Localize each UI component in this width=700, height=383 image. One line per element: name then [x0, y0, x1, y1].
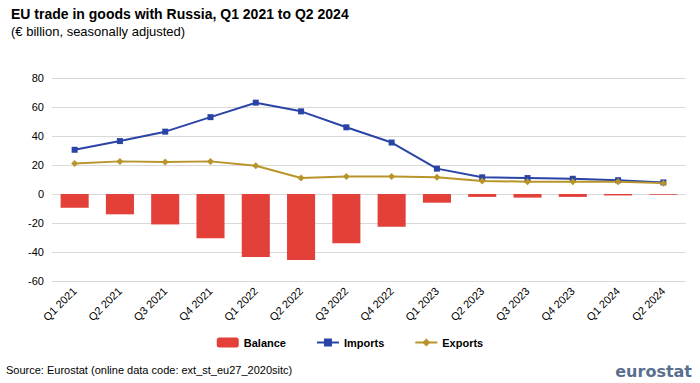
- svg-text:Q4 2022: Q4 2022: [358, 285, 396, 323]
- svg-text:-20: -20: [28, 217, 44, 229]
- svg-text:60: 60: [32, 101, 44, 113]
- svg-text:Q1 2024: Q1 2024: [584, 285, 622, 323]
- svg-text:80: 80: [32, 72, 44, 84]
- svg-text:EU trade in goods with Russia,: EU trade in goods with Russia, Q1 2021 t…: [11, 6, 349, 22]
- svg-text:Q2 2022: Q2 2022: [267, 285, 305, 323]
- svg-text:Source: Eurostat (online data: Source: Eurostat (online data code: ext_…: [6, 364, 292, 376]
- svg-text:40: 40: [32, 130, 44, 142]
- svg-text:0: 0: [38, 188, 44, 200]
- svg-text:-60: -60: [28, 275, 44, 287]
- svg-text:Q1 2021: Q1 2021: [41, 285, 79, 323]
- svg-text:Q3 2023: Q3 2023: [493, 285, 531, 323]
- svg-text:Imports: Imports: [344, 337, 384, 349]
- svg-text:-40: -40: [28, 246, 44, 258]
- svg-text:Q2 2023: Q2 2023: [448, 285, 486, 323]
- svg-text:Q3 2021: Q3 2021: [131, 285, 169, 323]
- svg-text:Balance: Balance: [244, 337, 286, 349]
- svg-text:Exports: Exports: [442, 337, 483, 349]
- svg-text:20: 20: [32, 159, 44, 171]
- svg-text:Q3 2022: Q3 2022: [312, 285, 350, 323]
- svg-text:Q4 2023: Q4 2023: [539, 285, 577, 323]
- svg-text:eurostat: eurostat: [615, 362, 692, 381]
- svg-text:(€ billion, seasonally adjuste: (€ billion, seasonally adjusted): [11, 24, 185, 39]
- svg-text:Q2 2024: Q2 2024: [629, 285, 667, 323]
- svg-text:Q2 2021: Q2 2021: [86, 285, 124, 323]
- svg-text:Q4 2021: Q4 2021: [176, 285, 214, 323]
- svg-text:Q1 2023: Q1 2023: [403, 285, 441, 323]
- svg-text:Q1 2022: Q1 2022: [222, 285, 260, 323]
